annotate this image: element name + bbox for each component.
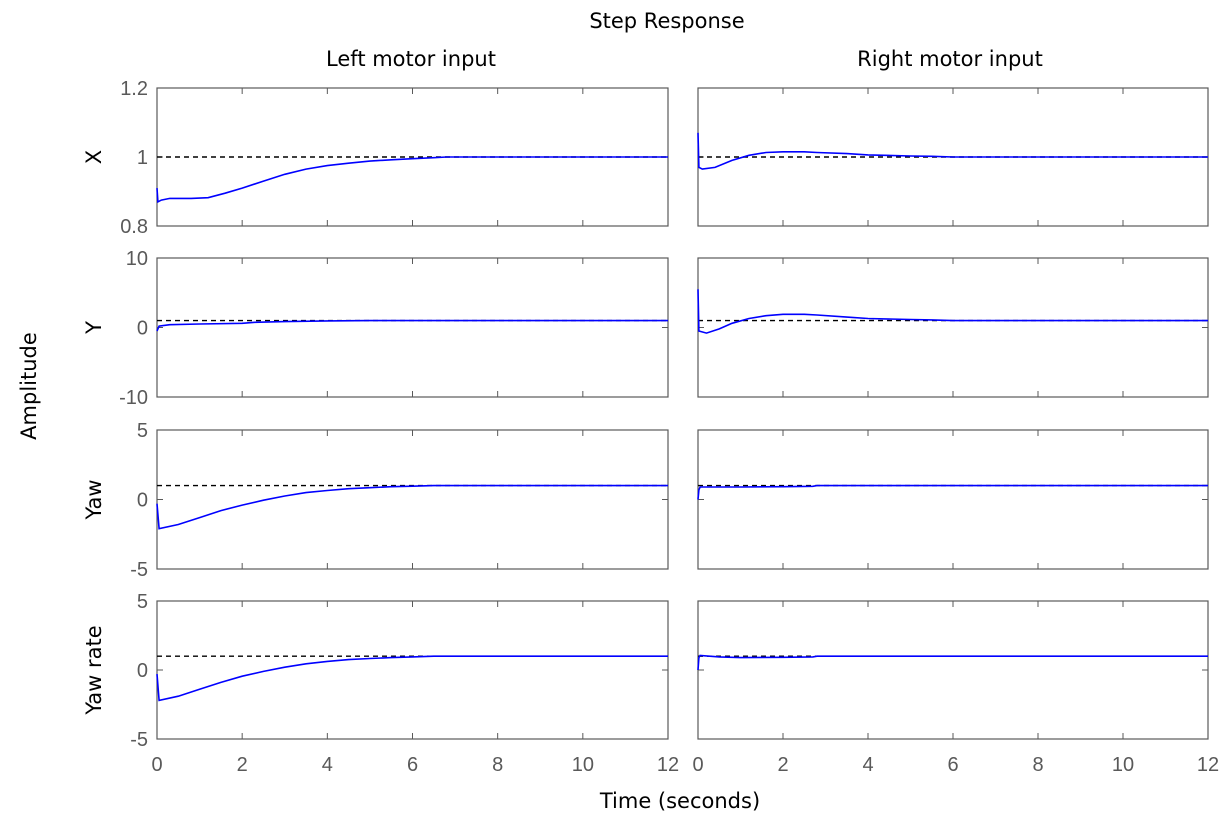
- x-tick-label-left: 10: [572, 754, 594, 776]
- y-tick-label-yaw-rate: -5: [130, 729, 148, 751]
- x-tick-label-right: 0: [692, 754, 703, 776]
- y-tick-label-yaw: -5: [130, 559, 148, 581]
- y-tick-label-yaw: 5: [137, 420, 148, 442]
- x-tick-label-right: 2: [777, 754, 788, 776]
- x-tick-label-right: 4: [862, 754, 873, 776]
- subplot-frame-y-right: [697, 257, 1209, 398]
- subplot-frame-y-left: [156, 257, 669, 398]
- x-tick-label-left: 12: [657, 754, 679, 776]
- x-tick-label-left: 8: [492, 754, 503, 776]
- x-tick-label-left: 0: [151, 754, 162, 776]
- y-tick-label-y: -10: [119, 387, 148, 409]
- x-tick-label-left: 2: [237, 754, 248, 776]
- y-axis-label: Amplitude: [17, 332, 41, 440]
- response-line-x-right: [697, 132, 1208, 170]
- y-tick-label-yaw-rate: 0: [137, 660, 148, 682]
- column-title-right-motor-input: Right motor input: [857, 47, 1043, 71]
- response-line-x-left: [156, 156, 668, 204]
- x-tick-label-right: 12: [1197, 754, 1219, 776]
- response-line-yaw-rate-left: [156, 655, 668, 702]
- y-tick-label-x: 1.2: [120, 78, 148, 100]
- x-tick-label-right: 10: [1112, 754, 1134, 776]
- column-title-left-motor-input: Left motor input: [326, 47, 496, 71]
- chart-title: Step Response: [589, 9, 744, 33]
- response-line-yaw-right: [697, 484, 1208, 500]
- y-tick-label-yaw: 0: [137, 490, 148, 512]
- x-tick-label-right: 8: [1032, 754, 1043, 776]
- row-label-x: X: [82, 150, 106, 164]
- subplot-frame-yaw-right: [697, 429, 1209, 570]
- subplot-frame-yaw-left: [156, 429, 669, 570]
- y-tick-label-x: 1: [137, 147, 148, 169]
- y-tick-label-y: 0: [137, 318, 148, 340]
- row-label-yaw-rate: Yaw rate: [82, 625, 106, 715]
- row-label-y: Y: [82, 321, 106, 335]
- y-tick-label-y: 10: [126, 248, 148, 270]
- subplot-frame-yaw-rate-right: [697, 600, 1209, 740]
- x-axis-label: Time (seconds): [599, 789, 760, 813]
- subplot-frame-yaw-rate-left: [156, 600, 669, 740]
- row-label-yaw: Yaw: [82, 480, 106, 521]
- response-line-yaw-rate-right: [697, 654, 1208, 671]
- x-tick-label-left: 4: [322, 754, 333, 776]
- response-line-yaw-left: [156, 484, 668, 530]
- y-tick-label-x: 0.8: [120, 216, 148, 238]
- response-line-y-left: [156, 319, 668, 332]
- response-line-y-right: [697, 289, 1208, 334]
- x-tick-label-left: 6: [407, 754, 418, 776]
- x-tick-label-right: 6: [947, 754, 958, 776]
- y-tick-label-yaw-rate: 5: [137, 591, 148, 613]
